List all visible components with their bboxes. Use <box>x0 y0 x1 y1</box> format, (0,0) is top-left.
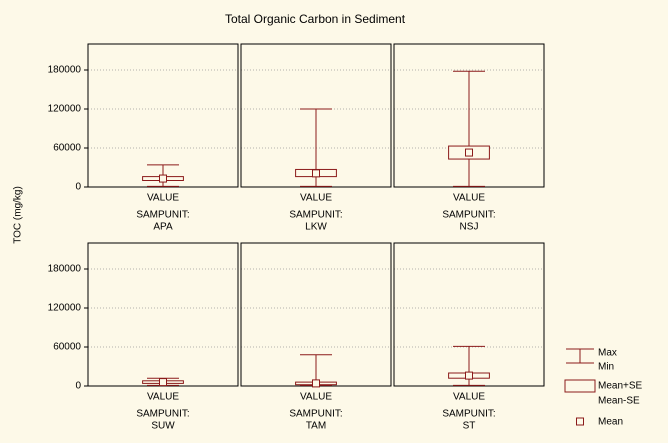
mean-marker <box>159 378 167 387</box>
x-tick-label: VALUE <box>300 392 332 403</box>
mean-marker <box>159 174 167 183</box>
panel-frame <box>393 43 545 188</box>
facet-name: SUW <box>151 421 175 432</box>
panel-frame <box>393 242 545 387</box>
facet-name: TAM <box>306 421 326 432</box>
y-axis-label: TOC (mg/kg) <box>13 186 24 244</box>
mean-marker <box>465 371 473 380</box>
legend-label: Min <box>598 362 614 373</box>
y-tick-label: 60000 <box>53 342 81 353</box>
y-tick-label: 180000 <box>48 65 82 76</box>
y-tick-label: 0 <box>75 182 81 193</box>
legend-label: Max <box>598 348 617 359</box>
x-tick-label: VALUE <box>147 193 179 204</box>
facet-name: LKW <box>305 222 327 233</box>
chart-title: Total Organic Carbon in Sediment <box>225 12 406 26</box>
x-tick-label: VALUE <box>453 193 485 204</box>
mean-marker <box>312 169 320 178</box>
x-tick-label: VALUE <box>453 392 485 403</box>
facet-label: SAMPUNIT: <box>136 210 189 221</box>
mean-marker <box>312 379 320 388</box>
facet-label: SAMPUNIT: <box>442 409 495 420</box>
panel-frame <box>240 43 392 188</box>
panel-frame <box>87 43 239 188</box>
facet-label: SAMPUNIT: <box>289 210 342 221</box>
facet-label: SAMPUNIT: <box>289 409 342 420</box>
legend-mean <box>576 417 584 426</box>
facet-name: ST <box>463 421 476 432</box>
x-tick-label: VALUE <box>147 392 179 403</box>
y-tick-label: 120000 <box>48 303 82 314</box>
facet-name: APA <box>153 222 173 233</box>
mean-marker <box>465 148 473 157</box>
facet-label: SAMPUNIT: <box>136 409 189 420</box>
facet-name: NSJ <box>460 222 479 233</box>
legend-label: Mean-SE <box>598 396 640 407</box>
legend-label: Mean+SE <box>598 381 643 392</box>
legend-box <box>564 379 596 393</box>
y-tick-label: 180000 <box>48 264 82 275</box>
y-tick-label: 120000 <box>48 104 82 115</box>
x-tick-label: VALUE <box>300 193 332 204</box>
legend-label: Mean <box>598 417 623 428</box>
panel-frame <box>87 242 239 387</box>
y-tick-label: 0 <box>75 381 81 392</box>
facet-label: SAMPUNIT: <box>442 210 495 221</box>
y-tick-label: 60000 <box>53 143 81 154</box>
